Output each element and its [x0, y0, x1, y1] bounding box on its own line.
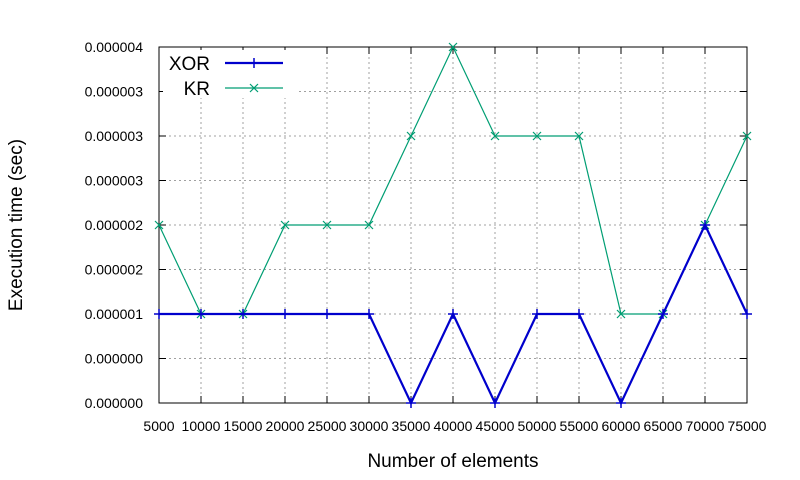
y-tick-label: 0.000004 [85, 39, 144, 55]
data-point-xor [448, 309, 458, 319]
x-tick-label: 35000 [392, 418, 431, 434]
x-tick-label: 65000 [644, 418, 683, 434]
data-point-kr-d2 [154, 220, 164, 230]
legend-label-xor: XOR [169, 54, 210, 75]
data-point-kr [364, 220, 374, 230]
data-point-xor [154, 309, 164, 319]
x-tick-label: 25000 [308, 418, 347, 434]
x-tick-label: 50000 [518, 418, 557, 434]
data-point-kr-d2 [532, 131, 542, 141]
data-point-xor [238, 309, 248, 319]
data-point-xor [280, 309, 290, 319]
data-point-kr [490, 131, 500, 141]
legend: XOR KR [163, 50, 298, 100]
plot-frame [158, 46, 748, 404]
data-point-kr-d2 [742, 131, 752, 141]
data-point-xor [364, 309, 374, 319]
x-axis-title: Number of elements [367, 451, 538, 472]
data-point-kr-d2 [448, 42, 458, 52]
x-tick-label: 40000 [434, 418, 473, 434]
data-point-xor [196, 309, 206, 319]
series-xor [154, 220, 752, 408]
y-tick-label: 0.000000 [85, 395, 144, 411]
data-point-kr-d2 [616, 309, 626, 319]
y-tick-label: 0.000001 [85, 306, 144, 322]
data-point-xor [742, 309, 752, 319]
data-point-xor [532, 309, 542, 319]
data-point-kr [406, 131, 416, 141]
x-tick-label: 10000 [182, 418, 221, 434]
data-point-kr [280, 220, 290, 230]
legend-label-kr: KR [184, 79, 210, 100]
data-point-kr-d2 [406, 131, 416, 141]
data-point-kr-d2 [574, 131, 584, 141]
data-point-kr-d2 [490, 131, 500, 141]
y-tick-label: 0.000002 [85, 262, 144, 278]
y-tick-label: 0.000003 [85, 173, 144, 189]
x-tick-label: 60000 [602, 418, 641, 434]
data-point-kr [574, 131, 584, 141]
x-tick-label: 5000 [143, 418, 174, 434]
y-tick-label: 0.000002 [85, 217, 144, 233]
grid [159, 47, 747, 403]
x-tick-label: 15000 [224, 418, 263, 434]
x-tick-label: 30000 [350, 418, 389, 434]
data-point-kr-d2 [322, 220, 332, 230]
y-axis-title: Execution time (sec) [6, 139, 27, 311]
data-point-kr [154, 220, 164, 230]
data-point-xor [700, 220, 710, 230]
x-tick-label: 75000 [728, 418, 767, 434]
y-tick-label: 0.000003 [85, 84, 144, 100]
series-layer [154, 42, 752, 408]
data-point-xor [616, 398, 626, 408]
legend-box [163, 50, 298, 98]
data-point-kr-d2 [280, 220, 290, 230]
data-point-kr [448, 42, 458, 52]
data-point-kr [322, 220, 332, 230]
x-tick-label: 70000 [686, 418, 725, 434]
data-point-kr-d2 [364, 220, 374, 230]
x-tick-label: 45000 [476, 418, 515, 434]
data-point-xor [658, 309, 668, 319]
y-tick-label: 0.000000 [85, 351, 144, 367]
x-tick-label: 20000 [266, 418, 305, 434]
data-point-xor [322, 309, 332, 319]
y-tick-label: 0.000003 [85, 128, 144, 144]
legend-marker-kr-d2 [249, 83, 259, 93]
data-point-kr [742, 131, 752, 141]
data-point-xor [574, 309, 584, 319]
legend-marker-kr [249, 83, 259, 93]
data-point-kr [616, 309, 626, 319]
data-point-kr [532, 131, 542, 141]
data-point-xor [490, 398, 500, 408]
x-tick-label: 55000 [560, 418, 599, 434]
data-point-xor [406, 398, 416, 408]
legend-marker-xor [249, 58, 259, 68]
axis-ticks: 0.000000 0.000000 0.000001 0.000002 0.000002… [85, 39, 767, 434]
